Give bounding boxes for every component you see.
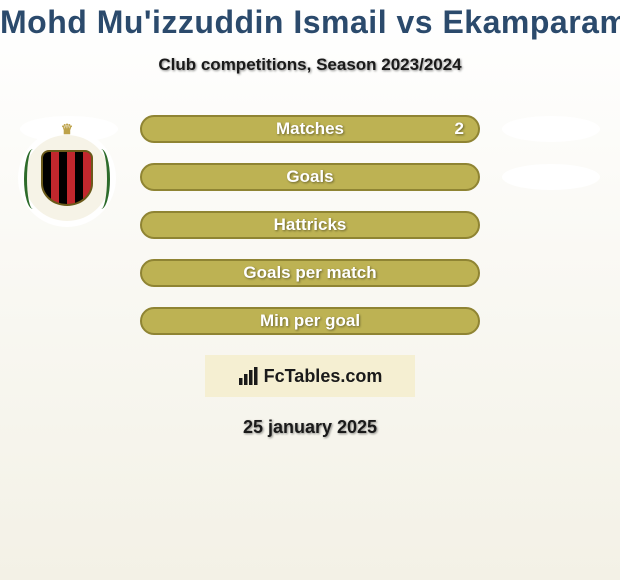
stat-bar: Goals [140,163,480,191]
player-ellipse-right [502,164,600,190]
crown-icon: ♛ [61,121,74,138]
content-root: Mohd Mu'izzuddin Ismail vs Ekamparam Clu… [0,0,620,438]
chart-bars-icon [238,366,258,386]
row-right [502,116,600,142]
stat-bar: Matches2 [140,115,480,143]
stat-label: Matches [142,119,478,139]
logo-text: FcTables.com [264,366,383,387]
row-left: ♛ [20,163,118,191]
stat-label: Goals per match [142,263,478,283]
row-right [502,164,600,190]
stat-row: Hattricks [20,211,600,239]
stat-label: Goals [142,167,478,187]
shield-icon [41,150,93,206]
stat-row: ♛ Goals [20,163,600,191]
date-label: 25 january 2025 [0,417,620,438]
stat-value: 2 [455,119,464,139]
stat-row: Goals per match [20,259,600,287]
logo-box: FcTables.com [205,355,415,397]
laurel-left-icon [24,149,42,209]
stat-row: Min per goal [20,307,600,335]
stat-row: Matches2 [20,115,600,143]
stat-bar: Hattricks [140,211,480,239]
stats-rows: Matches2 ♛ Goals Hattricks Goals per match Mi… [0,115,620,335]
stat-bar: Goals per match [140,259,480,287]
subtitle: Club competitions, Season 2023/2024 [0,55,620,75]
stat-bar: Min per goal [140,307,480,335]
player-ellipse-right [502,116,600,142]
laurel-right-icon [92,149,110,209]
page-title: Mohd Mu'izzuddin Ismail vs Ekamparam [0,4,620,41]
team-badge: ♛ [18,129,116,227]
stat-label: Min per goal [142,311,478,331]
stat-label: Hattricks [142,215,478,235]
